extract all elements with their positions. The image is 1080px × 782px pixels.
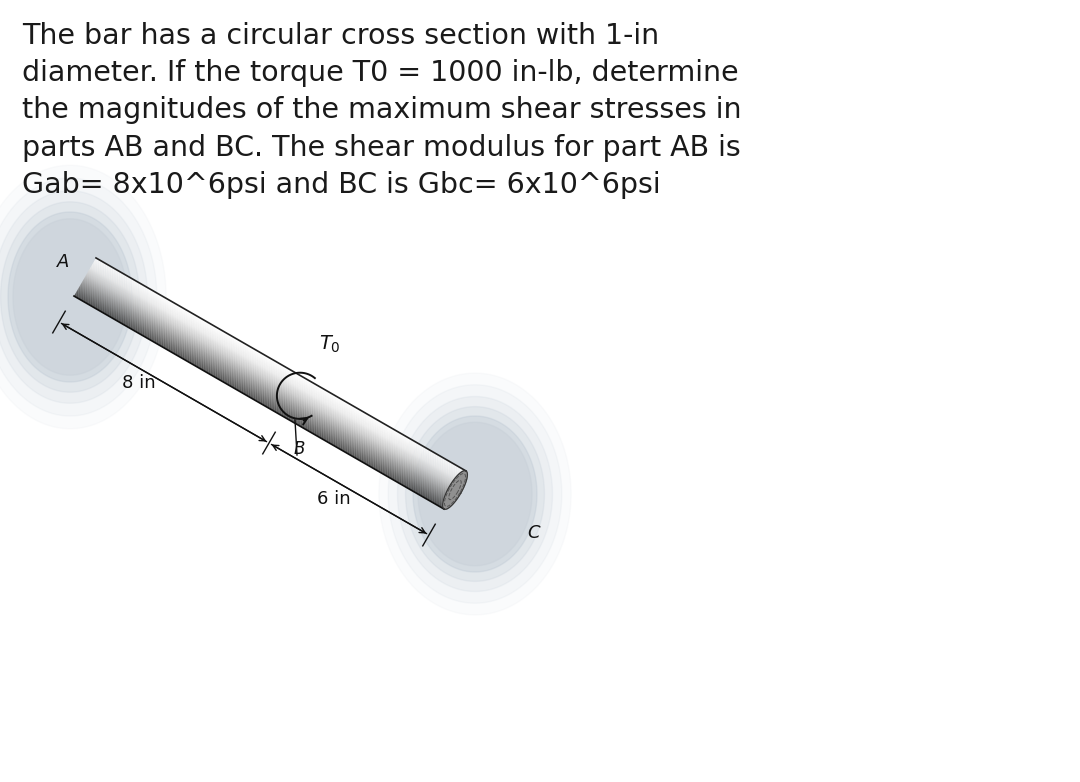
Polygon shape bbox=[94, 261, 464, 475]
Polygon shape bbox=[79, 288, 449, 501]
Polygon shape bbox=[76, 292, 446, 506]
Text: 8 in: 8 in bbox=[122, 374, 156, 392]
Polygon shape bbox=[92, 264, 462, 478]
Polygon shape bbox=[81, 283, 451, 497]
Text: B: B bbox=[294, 440, 305, 458]
Polygon shape bbox=[83, 280, 454, 493]
Polygon shape bbox=[413, 416, 537, 572]
Polygon shape bbox=[90, 268, 460, 482]
Polygon shape bbox=[77, 291, 447, 504]
Polygon shape bbox=[8, 212, 132, 382]
Polygon shape bbox=[84, 278, 455, 492]
Polygon shape bbox=[0, 191, 148, 404]
Polygon shape bbox=[78, 289, 448, 502]
Polygon shape bbox=[80, 285, 450, 499]
Polygon shape bbox=[93, 262, 463, 475]
Polygon shape bbox=[397, 396, 553, 591]
Polygon shape bbox=[82, 282, 453, 495]
Polygon shape bbox=[1, 202, 139, 393]
Polygon shape bbox=[83, 279, 454, 493]
Polygon shape bbox=[95, 260, 465, 473]
Polygon shape bbox=[379, 373, 571, 615]
Polygon shape bbox=[75, 296, 445, 509]
Polygon shape bbox=[91, 267, 461, 481]
Polygon shape bbox=[81, 282, 451, 496]
Polygon shape bbox=[95, 259, 465, 472]
Polygon shape bbox=[86, 274, 457, 489]
Polygon shape bbox=[78, 289, 448, 503]
Polygon shape bbox=[91, 266, 461, 479]
Polygon shape bbox=[91, 267, 461, 480]
Polygon shape bbox=[94, 260, 464, 474]
Polygon shape bbox=[86, 273, 457, 487]
Polygon shape bbox=[77, 290, 447, 504]
Polygon shape bbox=[85, 276, 456, 490]
Polygon shape bbox=[443, 471, 468, 509]
Polygon shape bbox=[95, 258, 465, 472]
Polygon shape bbox=[80, 285, 450, 498]
Polygon shape bbox=[75, 294, 445, 508]
Polygon shape bbox=[81, 284, 451, 497]
Polygon shape bbox=[86, 274, 457, 488]
Polygon shape bbox=[89, 271, 459, 485]
Polygon shape bbox=[406, 407, 544, 581]
Polygon shape bbox=[13, 219, 127, 375]
Text: The bar has a circular cross section with 1-in
diameter. If the torque T0 = 1000: The bar has a circular cross section wit… bbox=[22, 22, 742, 199]
Text: $T_0$: $T_0$ bbox=[320, 334, 341, 355]
Polygon shape bbox=[90, 268, 460, 482]
Polygon shape bbox=[0, 165, 166, 429]
Polygon shape bbox=[79, 286, 449, 500]
Polygon shape bbox=[76, 293, 446, 507]
Polygon shape bbox=[85, 275, 456, 490]
Polygon shape bbox=[418, 422, 532, 565]
Text: 6 in: 6 in bbox=[318, 490, 351, 508]
Polygon shape bbox=[89, 269, 459, 483]
Polygon shape bbox=[93, 264, 463, 477]
Polygon shape bbox=[87, 272, 458, 486]
Text: A: A bbox=[57, 253, 69, 271]
Polygon shape bbox=[388, 385, 562, 603]
Text: C: C bbox=[528, 524, 540, 542]
Polygon shape bbox=[82, 281, 453, 494]
Polygon shape bbox=[79, 287, 449, 500]
Polygon shape bbox=[0, 178, 157, 416]
Polygon shape bbox=[92, 265, 462, 479]
Polygon shape bbox=[84, 277, 455, 491]
Polygon shape bbox=[89, 270, 459, 484]
Polygon shape bbox=[77, 292, 447, 505]
Polygon shape bbox=[75, 295, 445, 508]
Polygon shape bbox=[87, 271, 458, 486]
Polygon shape bbox=[93, 263, 463, 476]
Polygon shape bbox=[83, 278, 454, 493]
